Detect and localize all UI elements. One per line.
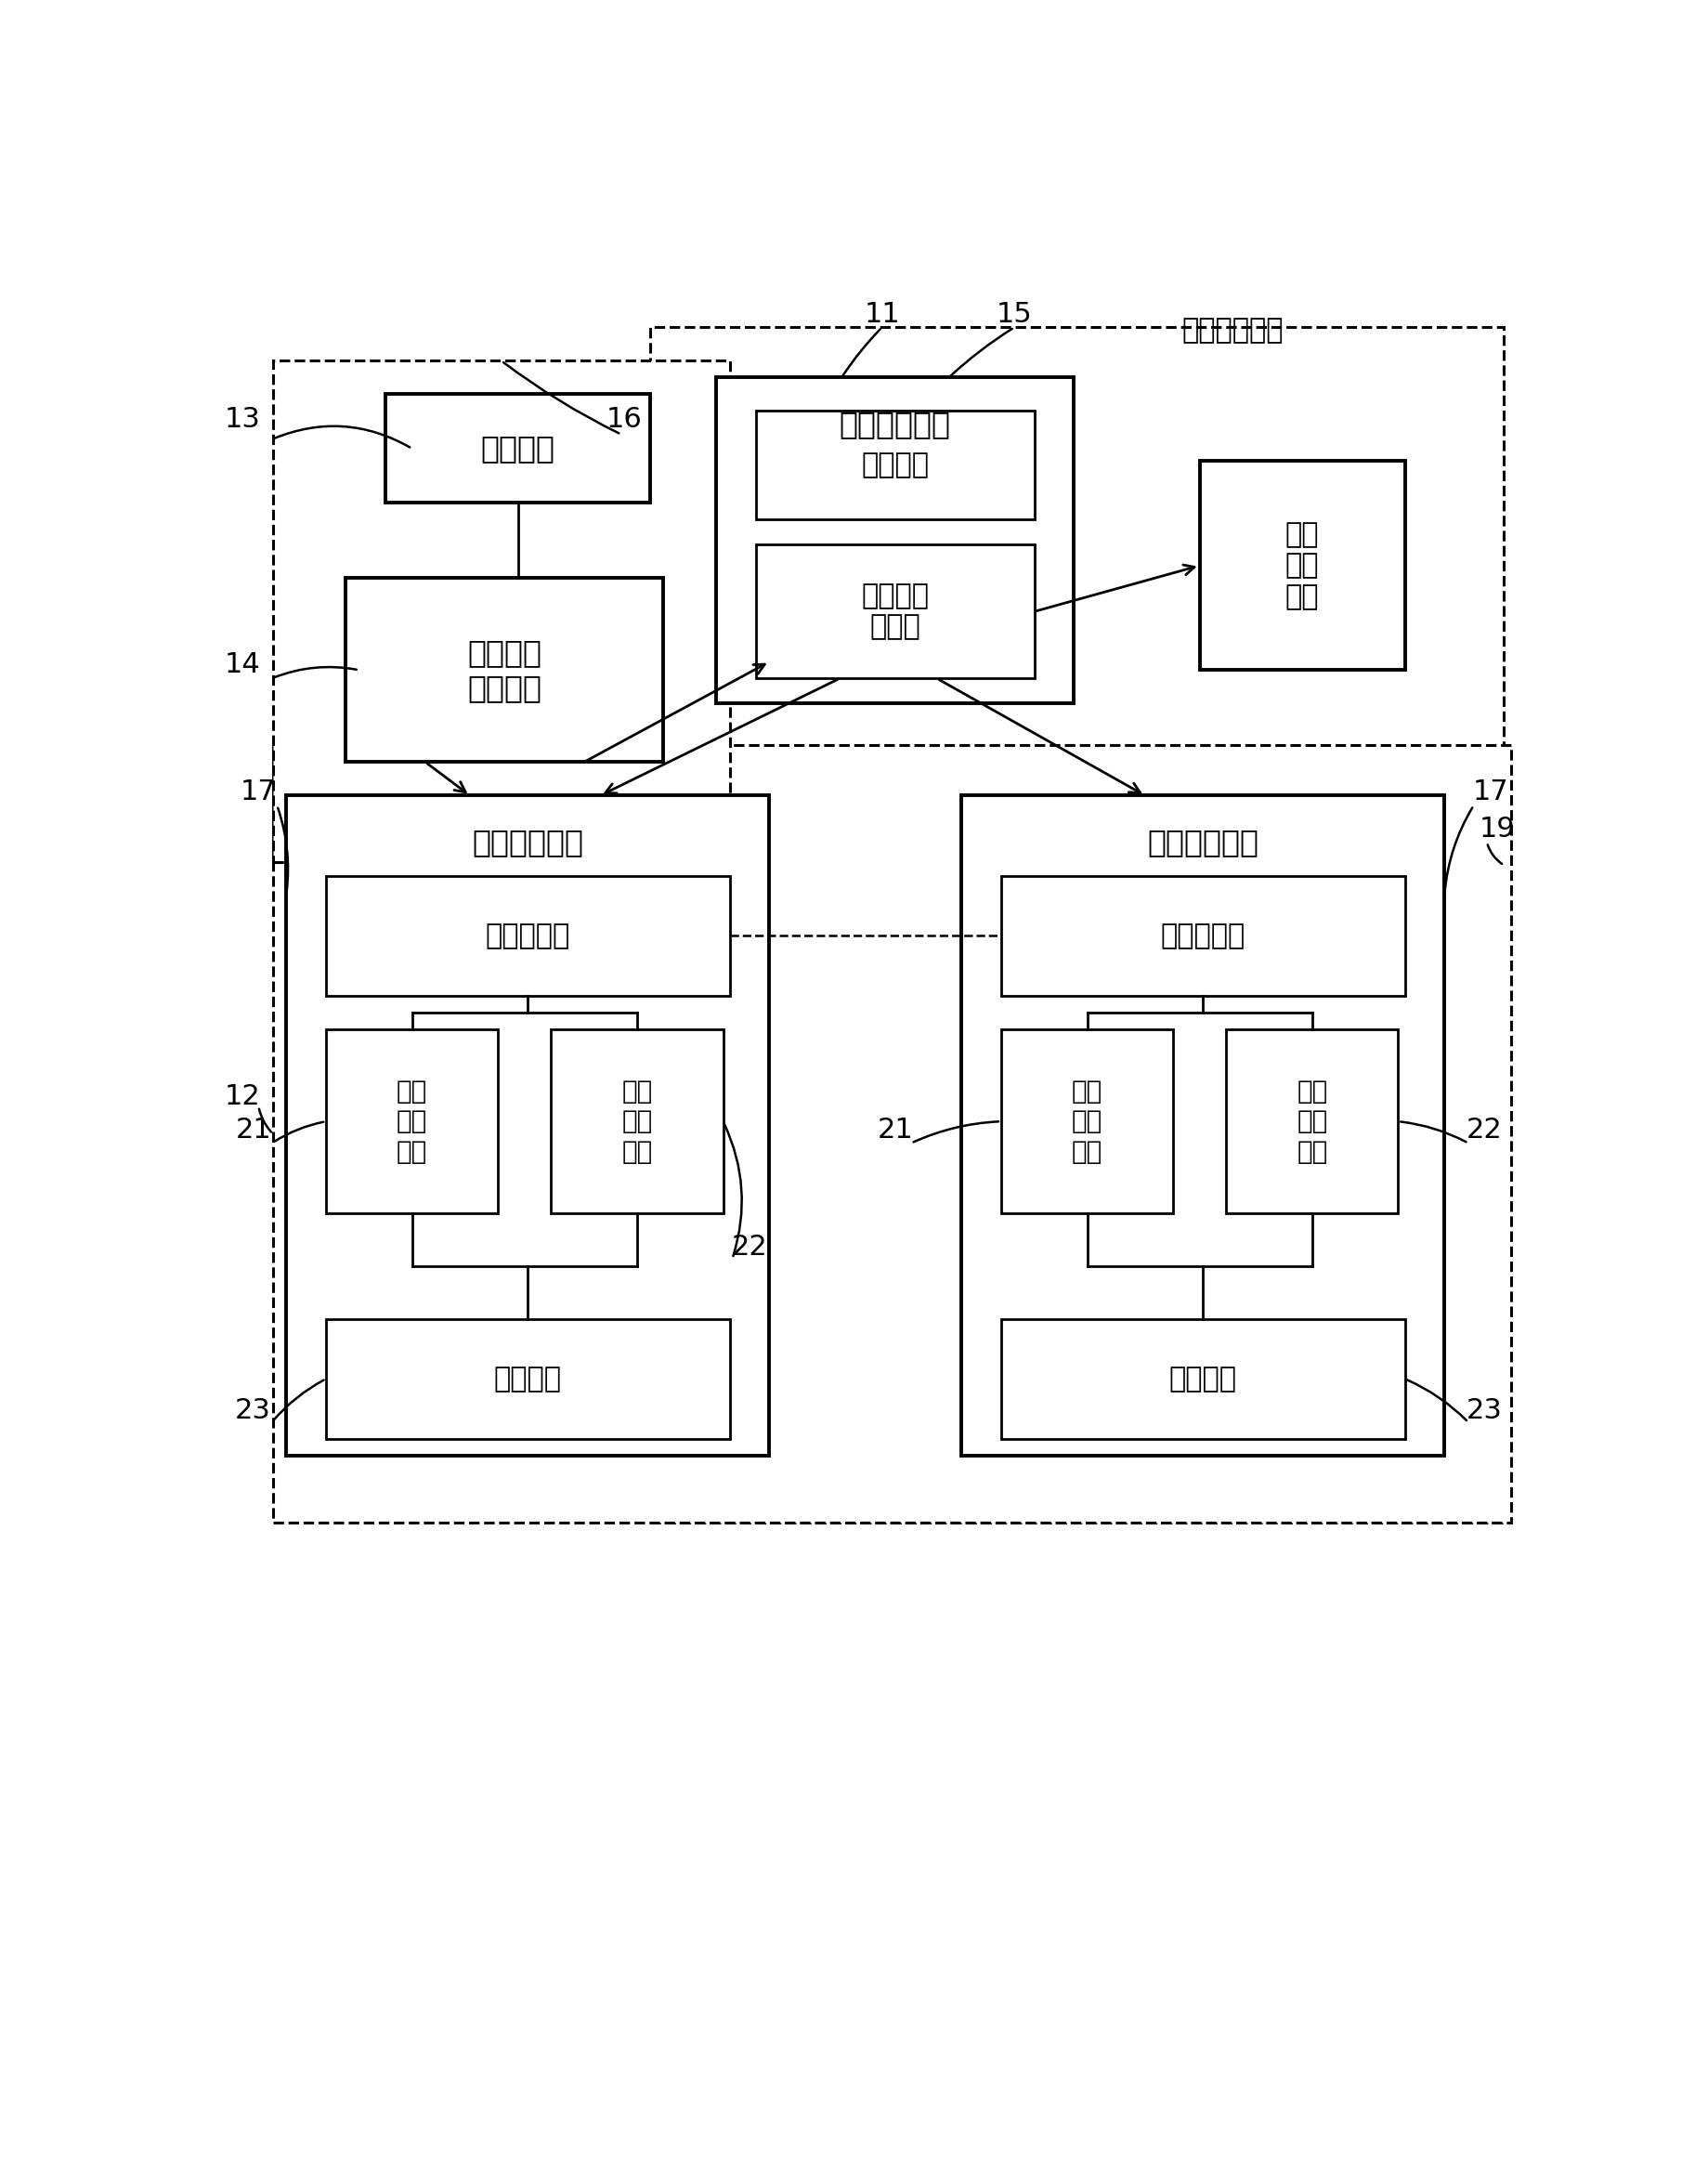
Text: 15: 15 xyxy=(996,300,1032,328)
Text: 19: 19 xyxy=(1479,816,1515,842)
Text: 21: 21 xyxy=(236,1116,272,1144)
Text: 22: 22 xyxy=(1465,1116,1503,1144)
Bar xyxy=(326,875,729,996)
Bar xyxy=(962,795,1445,1457)
Text: 主处理器: 主处理器 xyxy=(861,452,929,480)
Text: 节点数据库: 节点数据库 xyxy=(485,923,570,949)
Bar xyxy=(326,1318,729,1439)
Bar xyxy=(1001,875,1404,996)
Text: 23: 23 xyxy=(1465,1398,1503,1424)
Text: 23: 23 xyxy=(236,1398,272,1424)
Text: 源数据库: 源数据库 xyxy=(480,434,555,465)
Text: 分组
统计
单元: 分组 统计 单元 xyxy=(622,1079,652,1164)
Text: 汇总服务废器: 汇总服务废器 xyxy=(839,408,951,441)
Text: 21: 21 xyxy=(878,1116,914,1144)
Bar xyxy=(757,545,1035,677)
Text: 节点服务废器: 节点服务废器 xyxy=(471,827,584,858)
Text: 14: 14 xyxy=(225,651,261,680)
Text: 解析单元: 解析单元 xyxy=(1168,1366,1237,1392)
Text: 临时表存
储单元: 临时表存 储单元 xyxy=(861,582,929,640)
Text: 前端
展现
模块: 前端 展现 模块 xyxy=(1286,521,1319,610)
Bar xyxy=(552,1029,722,1214)
Text: 17: 17 xyxy=(1472,779,1508,805)
Text: 22: 22 xyxy=(731,1233,767,1261)
Text: 并行计算系统: 并行计算系统 xyxy=(1182,317,1284,345)
Bar xyxy=(1199,460,1404,671)
Bar xyxy=(287,795,769,1457)
Bar xyxy=(273,745,1510,1522)
Text: 16: 16 xyxy=(606,406,642,432)
Text: 11: 11 xyxy=(864,300,900,328)
Text: 节点服务废器: 节点服务废器 xyxy=(1148,827,1259,858)
Text: 12: 12 xyxy=(225,1083,261,1109)
Bar xyxy=(757,410,1035,519)
Bar xyxy=(651,328,1505,1522)
Text: 解析单元: 解析单元 xyxy=(494,1366,562,1392)
Text: 数据分割
服务废器: 数据分割 服务废器 xyxy=(468,636,541,703)
Bar xyxy=(1001,1029,1173,1214)
Bar xyxy=(717,378,1074,703)
Bar xyxy=(326,1029,499,1214)
Bar xyxy=(386,395,651,504)
Text: 计数
统计
单元: 计数 统计 单元 xyxy=(396,1079,427,1164)
Bar xyxy=(345,577,663,762)
Text: 分组
统计
单元: 分组 统计 单元 xyxy=(1296,1079,1327,1164)
Text: 节点数据库: 节点数据库 xyxy=(1161,923,1245,949)
Text: 13: 13 xyxy=(224,406,261,432)
Text: 计数
统计
单元: 计数 统计 单元 xyxy=(1071,1079,1103,1164)
Bar xyxy=(1001,1318,1404,1439)
Text: 17: 17 xyxy=(241,779,277,805)
Bar xyxy=(1226,1029,1399,1214)
Bar xyxy=(273,360,729,862)
